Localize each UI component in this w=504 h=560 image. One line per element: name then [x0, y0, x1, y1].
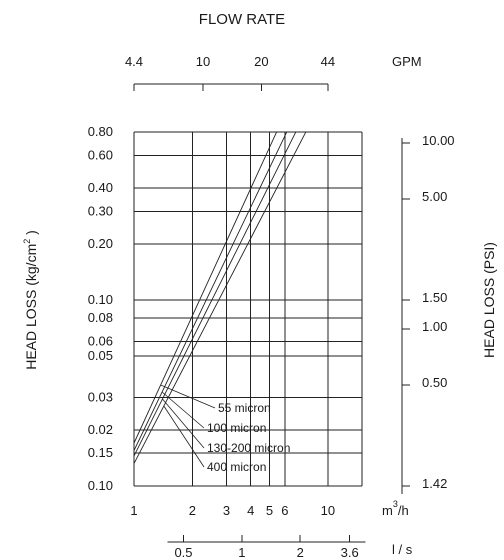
legend-label: 130-200 micron [207, 441, 290, 455]
psi-tick-label: 1.42 [422, 476, 447, 491]
y-axis-label-right: HEAD LOSS (PSI) [481, 242, 497, 358]
ls-tick-label: 1 [238, 545, 245, 560]
gpm-tick-label: 20 [254, 54, 268, 69]
ls-tick-label: 2 [297, 545, 304, 560]
y-tick-label: 0.30 [88, 203, 113, 218]
psi-tick-label: 0.50 [422, 375, 447, 390]
x-tick-label: 2 [189, 503, 196, 518]
y-tick-label: 0.80 [88, 124, 113, 139]
gpm-tick-label: 10 [196, 54, 210, 69]
y-tick-label: 0.03 [88, 389, 113, 404]
legend-label: 100 micron [207, 421, 266, 435]
psi-tick-label: 5.00 [422, 189, 447, 204]
psi-tick-label: 1.50 [422, 290, 447, 305]
legend-leader [160, 384, 216, 409]
series-line [134, 132, 278, 444]
legend-label: 400 micron [207, 460, 266, 474]
chart-title: FLOW RATE [199, 11, 285, 28]
gpm-tick-label: 44 [321, 54, 335, 69]
x-tick-label: 6 [281, 503, 288, 518]
x-tick-label: 1 [130, 503, 137, 518]
y-tick-label: 0.60 [88, 147, 113, 162]
legend-leader [161, 391, 205, 429]
m3h-unit-label: m3/h [382, 499, 409, 518]
ls-tick-label: 0.5 [174, 545, 192, 560]
y-tick-label: 0.02 [88, 422, 113, 437]
legend: 55 micron 100 micron 130-200 micron 400 mic… [160, 384, 290, 474]
gpm-unit-label: GPM [392, 54, 422, 69]
ls-unit-label: l / s [392, 542, 413, 557]
psi-tick-label: 1.00 [422, 319, 447, 334]
x-tick-label: 3 [223, 503, 230, 518]
legend-leader [163, 405, 205, 468]
y-axis-label-left: HEAD LOSS (kg/cm2 ) [22, 230, 39, 370]
x-tick-label: 5 [266, 503, 273, 518]
legend-leader [162, 398, 205, 449]
legend-label: 55 micron [218, 401, 271, 415]
series-lines [134, 132, 307, 464]
y-tick-label: 0.08 [88, 310, 113, 325]
axes [133, 83, 410, 543]
series-line [134, 132, 288, 451]
ls-tick-label: 3.6 [341, 545, 359, 560]
y-tick-label: 0.06 [88, 333, 113, 348]
y-tick-label: 0.10 [88, 292, 113, 307]
psi-tick-label: 10.00 [422, 133, 455, 148]
gpm-tick-label: 4.4 [125, 54, 143, 69]
series-line [134, 132, 297, 457]
y-tick-label: 0.40 [88, 180, 113, 195]
tick-labels: 1 2 3 4 5 6 10 0.80 0.60 0.40 0.30 0.20 0.10 0.08 0.06… [88, 54, 455, 560]
y-tick-label: 0.10 [88, 478, 113, 493]
y-tick-label: 0.05 [88, 348, 113, 363]
series-line [134, 132, 307, 464]
y-tick-label: 0.15 [88, 445, 113, 460]
x-tick-label: 4 [247, 503, 254, 518]
y-tick-label: 0.20 [88, 236, 113, 251]
x-tick-label: 10 [321, 503, 335, 518]
